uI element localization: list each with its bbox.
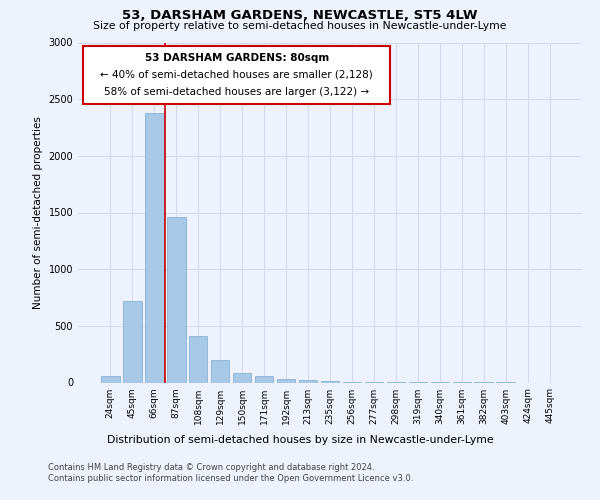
FancyBboxPatch shape — [83, 46, 391, 104]
Bar — [123, 301, 142, 382]
Bar — [145, 113, 164, 382]
Text: 58% of semi-detached houses are larger (3,122) →: 58% of semi-detached houses are larger (… — [104, 86, 370, 97]
Bar — [320, 381, 340, 382]
Text: Distribution of semi-detached houses by size in Newcastle-under-Lyme: Distribution of semi-detached houses by … — [107, 435, 493, 445]
Text: 53, DARSHAM GARDENS, NEWCASTLE, ST5 4LW: 53, DARSHAM GARDENS, NEWCASTLE, ST5 4LW — [122, 9, 478, 22]
Text: ← 40% of semi-detached houses are smaller (2,128): ← 40% of semi-detached houses are smalle… — [100, 70, 373, 80]
Bar — [233, 373, 251, 382]
Text: 53 DARSHAM GARDENS: 80sqm: 53 DARSHAM GARDENS: 80sqm — [145, 52, 329, 62]
Text: Contains public sector information licensed under the Open Government Licence v3: Contains public sector information licen… — [48, 474, 413, 483]
Text: Size of property relative to semi-detached houses in Newcastle-under-Lyme: Size of property relative to semi-detach… — [93, 21, 507, 31]
Bar — [255, 376, 274, 382]
Y-axis label: Number of semi-detached properties: Number of semi-detached properties — [33, 116, 43, 309]
Bar — [167, 217, 185, 382]
Bar — [211, 360, 229, 382]
Bar — [277, 379, 295, 382]
Bar — [189, 336, 208, 382]
Bar — [101, 376, 119, 382]
Text: Contains HM Land Registry data © Crown copyright and database right 2024.: Contains HM Land Registry data © Crown c… — [48, 462, 374, 471]
Bar — [299, 380, 317, 382]
